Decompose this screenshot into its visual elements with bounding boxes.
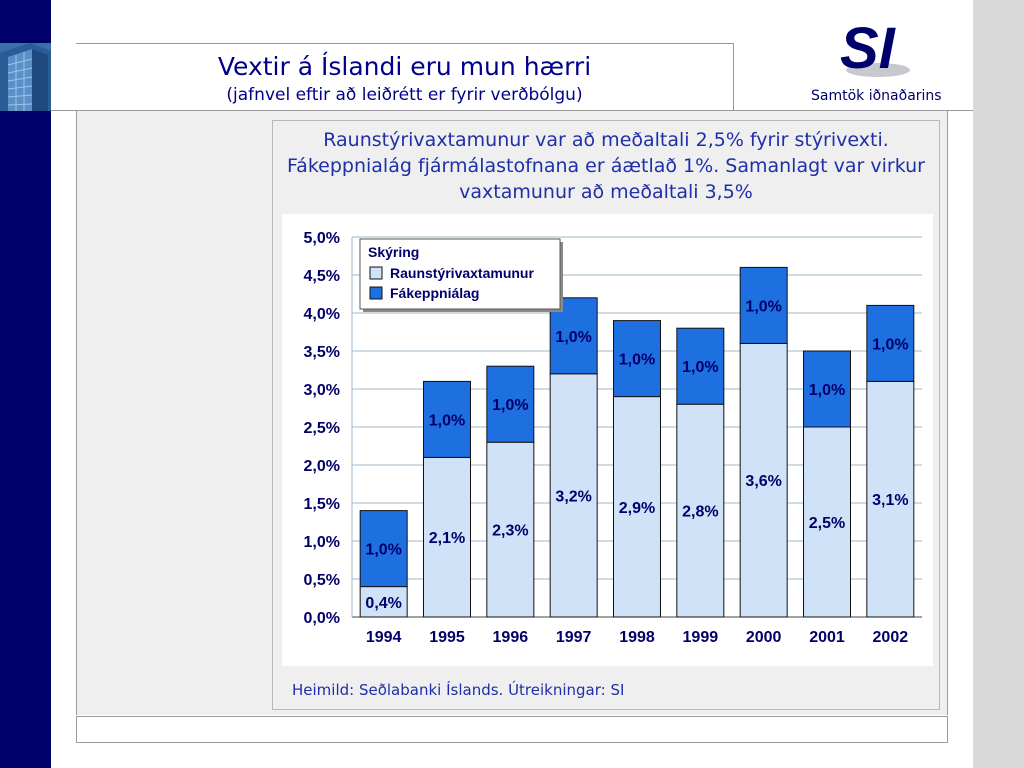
bar-segment-fakeppnialag — [676, 327, 725, 405]
bar-segment-raunstyrivaxtamunur — [676, 403, 725, 618]
data-label-raunstyrivaxtamunur: 3,1% — [872, 492, 908, 509]
bar-segment-raunstyrivaxtamunur — [866, 380, 915, 618]
bar-segment-fakeppnialag — [866, 304, 915, 382]
x-tick-label: 1997 — [556, 629, 592, 646]
y-tick-label: 3,5% — [304, 344, 340, 361]
x-tick-label: 2000 — [746, 629, 782, 646]
x-tick-label: 1996 — [493, 629, 529, 646]
legend-label: Raunstýrivaxtamunur — [390, 265, 534, 281]
page-subtitle: (jafnvel eftir að leiðrétt er fyrir verð… — [226, 85, 583, 105]
y-tick-label: 0,0% — [304, 610, 340, 627]
bar-segment-raunstyrivaxtamunur — [803, 426, 851, 618]
bar-segment-raunstyrivaxtamunur — [423, 456, 471, 618]
logo-mark-text: SI — [840, 16, 897, 81]
bar-segment-fakeppnialag — [359, 510, 408, 588]
y-tick-label: 2,5% — [304, 420, 340, 437]
data-label-raunstyrivaxtamunur: 2,3% — [492, 523, 528, 540]
data-label-fakeppnialag: 1,0% — [809, 382, 845, 399]
data-label-raunstyrivaxtamunur: 2,9% — [619, 500, 655, 517]
x-tick-label: 1995 — [429, 629, 465, 646]
y-tick-label: 1,0% — [304, 534, 340, 551]
si-logo-mark: SI — [840, 16, 910, 81]
bar-segment-fakeppnialag — [803, 350, 851, 428]
x-tick-label: 2001 — [809, 629, 845, 646]
legend-label: Fákeppniálag — [390, 285, 479, 301]
bar-segment-fakeppnialag — [613, 320, 661, 398]
x-tick-label: 1998 — [619, 629, 655, 646]
data-label-fakeppnialag: 1,0% — [745, 298, 781, 315]
y-tick-label: 4,5% — [304, 268, 340, 285]
x-tick-label: 2002 — [873, 629, 909, 646]
bar-segment-raunstyrivaxtamunur — [359, 586, 408, 618]
left-panel — [76, 111, 266, 715]
data-label-raunstyrivaxtamunur: 3,2% — [555, 488, 591, 505]
legend-swatch — [369, 266, 383, 280]
left-navy-bar — [0, 0, 51, 768]
chart-description: Raunstýrivaxtamunur var að meðaltali 2,5… — [287, 129, 925, 203]
bar-segment-fakeppnialag — [423, 380, 471, 458]
bar-segment-raunstyrivaxtamunur — [549, 373, 598, 618]
y-tick-label: 3,0% — [304, 382, 340, 399]
x-tick-label: 1999 — [683, 629, 719, 646]
chart-area: 0,0% 0,5% 1,0% 1,5% 2,0% 2,5% 3,0% 3,5% 4,0% 4,5%… — [282, 214, 933, 666]
y-tick-label: 0,5% — [304, 572, 340, 589]
page-title: Vextir á Íslandi eru mun hærri — [217, 52, 592, 81]
bar-segment-fakeppnialag — [486, 365, 535, 443]
right-grey-strip — [973, 0, 1024, 768]
logo-name: Samtök iðnaðarins — [811, 88, 942, 104]
data-label-raunstyrivaxtamunur: 2,8% — [682, 504, 718, 521]
data-label-fakeppnialag: 1,0% — [365, 542, 401, 559]
y-tick-label: 5,0% — [304, 230, 340, 247]
data-label-fakeppnialag: 1,0% — [619, 352, 655, 369]
data-label-fakeppnialag: 1,0% — [555, 329, 591, 346]
stacked-bar-chart: 0,0% 0,5% 1,0% 1,5% 2,0% 2,5% 3,0% 3,5% 4,0% 4,5%… — [304, 230, 922, 646]
data-label-fakeppnialag: 1,0% — [429, 412, 465, 429]
y-tick-label: 4,0% — [304, 306, 340, 323]
data-label-raunstyrivaxtamunur: 0,4% — [365, 595, 401, 612]
legend-swatch — [369, 286, 383, 300]
y-tick-label: 1,5% — [304, 496, 340, 513]
legend-title: Skýring — [368, 244, 419, 260]
bar-segment-raunstyrivaxtamunur — [486, 441, 535, 618]
header-divider — [51, 110, 973, 111]
building-photo — [0, 43, 51, 111]
y-tick-label: 2,0% — [304, 458, 340, 475]
legend-box — [359, 238, 561, 310]
footer-box — [76, 716, 948, 743]
data-label-fakeppnialag: 1,0% — [682, 359, 718, 376]
data-label-raunstyrivaxtamunur: 2,5% — [809, 515, 845, 532]
data-label-raunstyrivaxtamunur: 3,6% — [745, 473, 781, 490]
data-label-fakeppnialag: 1,0% — [872, 336, 908, 353]
data-label-raunstyrivaxtamunur: 2,1% — [429, 530, 465, 547]
data-label-fakeppnialag: 1,0% — [492, 397, 528, 414]
x-tick-label: 1994 — [366, 629, 402, 646]
title-box: Vextir á Íslandi eru mun hærri (jafnvel … — [76, 43, 734, 112]
source-note: Heimild: Seðlabanki Íslands. Útreikninga… — [292, 681, 625, 699]
bar-segment-fakeppnialag — [739, 266, 788, 344]
